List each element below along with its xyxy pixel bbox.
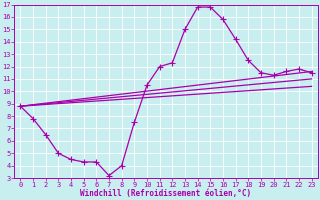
X-axis label: Windchill (Refroidissement éolien,°C): Windchill (Refroidissement éolien,°C) — [80, 189, 252, 198]
